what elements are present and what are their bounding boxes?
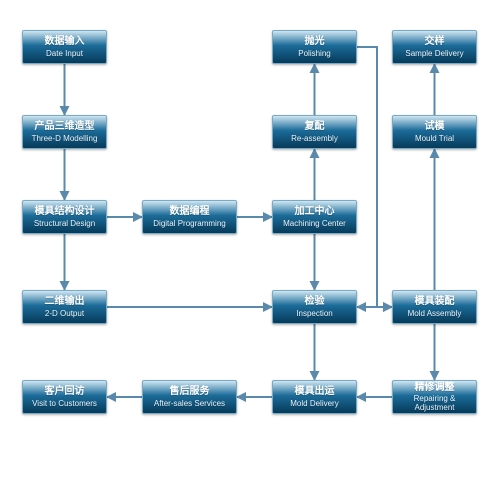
node-label-zh: 数据编程 <box>170 206 210 218</box>
node-label-en: Polishing <box>298 49 330 58</box>
node-repair: 精修调整Repairing & Adjustment <box>392 380 477 414</box>
node-label-zh: 加工中心 <box>295 206 335 218</box>
node-model3d: 产品三维造型Three-D Modelling <box>22 115 107 149</box>
node-label-en: Mold Assembly <box>408 309 462 318</box>
node-label-en: Machining Center <box>283 219 346 228</box>
node-input: 数据输入Date Input <box>22 30 107 64</box>
node-label-en: Three-D Modelling <box>32 134 98 143</box>
node-sample: 交样Sample Delivery <box>392 30 477 64</box>
node-label-zh: 模具出运 <box>295 386 335 398</box>
node-label-zh: 模具结构设计 <box>35 206 95 218</box>
node-label-zh: 售后服务 <box>170 386 210 398</box>
node-label-en: 2-D Output <box>45 309 84 318</box>
node-label-en: After-sales Services <box>154 399 225 408</box>
node-label-en: Re-assembly <box>291 134 338 143</box>
node-label-en: Inspection <box>296 309 332 318</box>
node-label-zh: 二维输出 <box>45 296 85 308</box>
node-label-zh: 模具装配 <box>415 296 455 308</box>
node-moldasm: 模具装配Mold Assembly <box>392 290 477 324</box>
node-label-en: Digital Programming <box>153 219 225 228</box>
node-label-zh: 产品三维造型 <box>35 121 95 133</box>
node-molddel: 模具出运Mold Delivery <box>272 380 357 414</box>
node-label-zh: 检验 <box>305 296 325 308</box>
node-label-zh: 交样 <box>425 36 445 48</box>
node-label-zh: 客户回访 <box>45 386 85 398</box>
node-label-en: Repairing & Adjustment <box>397 394 472 412</box>
node-out2d: 二维输出2-D Output <box>22 290 107 324</box>
node-trial: 试模Mould Trial <box>392 115 477 149</box>
node-label-zh: 精修调整 <box>415 382 455 394</box>
node-label-zh: 试模 <box>425 121 445 133</box>
node-inspect: 检验Inspection <box>272 290 357 324</box>
node-label-zh: 数据输入 <box>45 36 85 48</box>
node-visit: 客户回访Visit to Customers <box>22 380 107 414</box>
node-machctr: 加工中心Machining Center <box>272 200 357 234</box>
edges-layer <box>0 0 500 500</box>
node-label-en: Date Input <box>46 49 83 58</box>
node-label-en: Mold Delivery <box>290 399 338 408</box>
node-label-zh: 复配 <box>305 121 325 133</box>
flowchart-canvas: 数据输入Date Input 产品三维造型Three-D Modelling 模具结… <box>0 0 500 500</box>
node-reasm: 复配Re-assembly <box>272 115 357 149</box>
node-struct: 模具结构设计Structural Design <box>22 200 107 234</box>
node-label-en: Sample Delivery <box>405 49 463 58</box>
node-label-en: Mould Trial <box>415 134 454 143</box>
node-polish: 抛光Polishing <box>272 30 357 64</box>
node-label-en: Structural Design <box>34 219 95 228</box>
node-digprog: 数据编程Digital Programming <box>142 200 237 234</box>
node-aftersales: 售后服务After-sales Services <box>142 380 237 414</box>
node-label-zh: 抛光 <box>305 36 325 48</box>
node-label-en: Visit to Customers <box>32 399 97 408</box>
